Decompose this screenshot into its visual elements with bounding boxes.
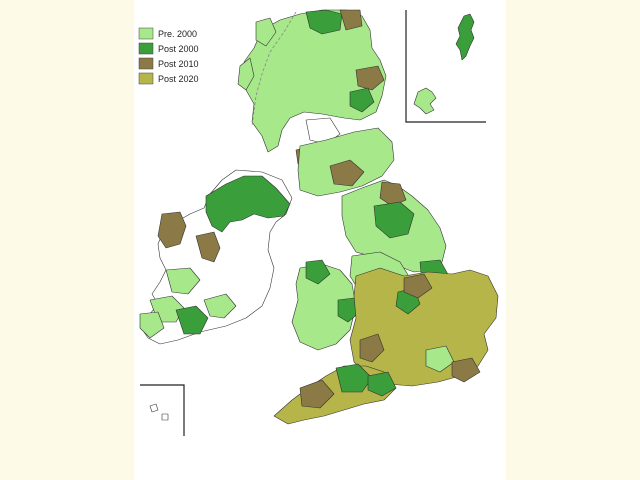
- scilly-isles: [149, 403, 169, 421]
- england-somerset-green: [335, 363, 373, 393]
- england-oxford-brown: [403, 273, 433, 299]
- england-kent-brown: [451, 357, 481, 383]
- legend-swatch-post-2010: [138, 57, 154, 70]
- wales: [291, 263, 357, 351]
- ireland-south-light: [203, 293, 237, 319]
- ireland-cork-green: [175, 305, 209, 335]
- england-dorset-green: [367, 371, 397, 397]
- ireland-kerry-light: [139, 311, 165, 339]
- ireland-donegal: [205, 175, 291, 233]
- scotland-borders-brown: [329, 159, 365, 187]
- shetland-islands: [455, 13, 475, 61]
- england-devon-brown: [299, 379, 335, 409]
- legend: Pre. 2000 Post 2000 Post 2010 Post 2020: [138, 27, 199, 85]
- legend-label-post-2020: Post 2020: [158, 74, 199, 84]
- legend-swatch-post-2000: [138, 42, 154, 55]
- england-yorkshire-green: [373, 201, 415, 239]
- legend-label-pre-2000: Pre. 2000: [158, 29, 197, 39]
- orkney-islands: [413, 87, 437, 115]
- england-gloucester-brown: [359, 333, 385, 363]
- scotland-moray-brown: [355, 65, 385, 91]
- england-east: [349, 267, 499, 387]
- ireland-west-light: [165, 267, 201, 295]
- legend-label-post-2010: Post 2010: [158, 59, 199, 69]
- scotland-ne-brown: [339, 9, 363, 31]
- ireland-midlands-brown: [195, 231, 221, 263]
- wales-anglesey-green: [305, 259, 331, 285]
- legend-swatch-post-2020: [138, 72, 154, 85]
- shetland-inset-frame: [405, 10, 486, 123]
- scotland-western-isles: [237, 17, 277, 91]
- scilly-inset-frame: [140, 384, 185, 436]
- scotland-aberdeen-green: [349, 87, 375, 113]
- ireland-west-mayo: [157, 211, 187, 249]
- england-surrey-light: [425, 345, 455, 373]
- legend-label-post-2000: Post 2000: [158, 44, 199, 54]
- legend-swatch-pre-2000: [138, 27, 154, 40]
- scotland-caithness: [305, 9, 343, 35]
